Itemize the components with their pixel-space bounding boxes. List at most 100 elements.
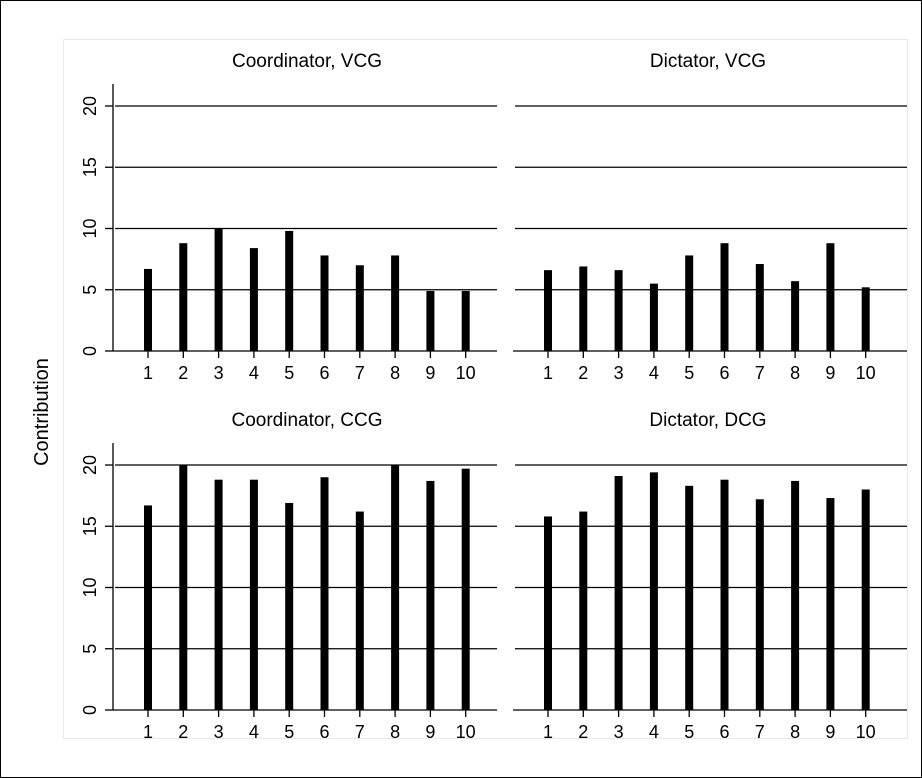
panel-3: Coordinator, CCG 0 5 10 15 20 1 2 3 4 5 6 7 8 9 10 xyxy=(80,410,497,742)
bar xyxy=(755,499,764,710)
panel-4: Dictator, DCG 1 2 3 4 5 6 7 8 9 10 xyxy=(513,410,907,742)
bar xyxy=(426,480,435,710)
x-tick-label: 6 xyxy=(319,363,329,383)
x-tick-label: 2 xyxy=(578,363,588,383)
bar xyxy=(544,270,552,351)
bar xyxy=(685,485,694,710)
y-tick-label: 0 xyxy=(80,346,100,356)
bar xyxy=(355,265,364,351)
bar xyxy=(579,266,588,351)
x-tick-label: 1 xyxy=(543,722,553,742)
bar xyxy=(179,243,188,351)
bar xyxy=(614,270,623,351)
x-tick-label: 8 xyxy=(390,363,400,383)
x-tick-label: 2 xyxy=(178,722,188,742)
x-tick-label: 1 xyxy=(143,722,153,742)
plot-region-frame xyxy=(63,39,908,739)
bar xyxy=(579,511,588,710)
bar xyxy=(720,243,729,351)
panel-title: Dictator, DCG xyxy=(649,410,766,431)
bar xyxy=(614,476,623,710)
x-tick-label: 1 xyxy=(543,363,553,383)
x-tick-label: 5 xyxy=(684,722,694,742)
bar xyxy=(426,290,435,351)
bar xyxy=(544,516,552,710)
bar xyxy=(214,479,223,710)
bar xyxy=(179,465,188,710)
bar xyxy=(720,479,729,710)
x-tick-label: 2 xyxy=(178,363,188,383)
x-tick-label: 10 xyxy=(856,363,876,383)
panel-title: Dictator, VCG xyxy=(650,51,766,72)
bar xyxy=(320,255,329,351)
bar xyxy=(214,228,223,351)
y-tick-label: 5 xyxy=(80,285,100,295)
x-tick-label: 3 xyxy=(214,363,224,383)
x-tick-label: 8 xyxy=(790,722,800,742)
x-tick-label: 9 xyxy=(825,722,835,742)
bar xyxy=(285,230,294,351)
x-tick-label: 9 xyxy=(425,722,435,742)
y-tick-label: 20 xyxy=(80,96,100,116)
bar xyxy=(355,511,364,710)
panel-title: Coordinator, CCG xyxy=(231,410,382,431)
bar xyxy=(861,489,870,710)
y-tick-label: 10 xyxy=(80,577,100,597)
panel-1: Coordinator, VCG 0 5 10 15 20 1 2 3 4 5 6 7 8 9 10 xyxy=(80,51,497,383)
x-tick-label: 4 xyxy=(249,363,259,383)
x-tick-label: 10 xyxy=(456,722,476,742)
bar xyxy=(249,248,258,351)
x-tick-label: 7 xyxy=(355,363,365,383)
x-tick-label: 6 xyxy=(719,722,729,742)
x-tick-label: 6 xyxy=(319,722,329,742)
bar xyxy=(861,287,870,351)
bar xyxy=(391,465,400,710)
bar xyxy=(320,477,329,710)
bar xyxy=(249,479,258,710)
x-tick-label: 4 xyxy=(249,722,259,742)
bar xyxy=(649,283,658,351)
bar xyxy=(826,498,835,710)
x-tick-label: 5 xyxy=(284,722,294,742)
y-axis-label: Contribution xyxy=(31,358,53,466)
x-tick-label: 4 xyxy=(649,722,659,742)
x-tick-label: 7 xyxy=(755,722,765,742)
panel-2: Dictator, VCG 1 2 3 4 5 6 7 8 9 10 xyxy=(513,51,907,383)
x-tick-label: 10 xyxy=(456,363,476,383)
bar xyxy=(791,480,800,710)
x-tick-label: 3 xyxy=(614,722,624,742)
x-tick-label: 6 xyxy=(719,363,729,383)
bar xyxy=(144,505,152,710)
bar xyxy=(144,268,152,351)
bar xyxy=(461,290,470,351)
x-tick-label: 8 xyxy=(390,722,400,742)
y-tick-label: 15 xyxy=(80,157,100,177)
panel-title: Coordinator, VCG xyxy=(232,51,382,72)
x-tick-label: 9 xyxy=(425,363,435,383)
bar xyxy=(826,243,835,351)
x-tick-label: 7 xyxy=(755,363,765,383)
x-tick-label: 2 xyxy=(578,722,588,742)
bar xyxy=(685,255,694,351)
y-tick-label: 15 xyxy=(80,516,100,536)
y-tick-label: 10 xyxy=(80,218,100,238)
x-tick-label: 4 xyxy=(649,363,659,383)
x-tick-label: 7 xyxy=(355,722,365,742)
bar xyxy=(791,281,800,351)
x-tick-label: 3 xyxy=(614,363,624,383)
x-tick-label: 5 xyxy=(684,363,694,383)
x-tick-label: 8 xyxy=(790,363,800,383)
x-tick-label: 5 xyxy=(284,363,294,383)
bar xyxy=(649,472,658,710)
bar xyxy=(391,255,400,351)
y-tick-label: 5 xyxy=(80,644,100,654)
bar xyxy=(461,468,470,710)
x-tick-label: 1 xyxy=(143,363,153,383)
bar xyxy=(285,502,294,710)
x-tick-label: 10 xyxy=(856,722,876,742)
y-tick-label: 20 xyxy=(80,455,100,475)
bar xyxy=(755,264,764,351)
x-tick-label: 9 xyxy=(825,363,835,383)
